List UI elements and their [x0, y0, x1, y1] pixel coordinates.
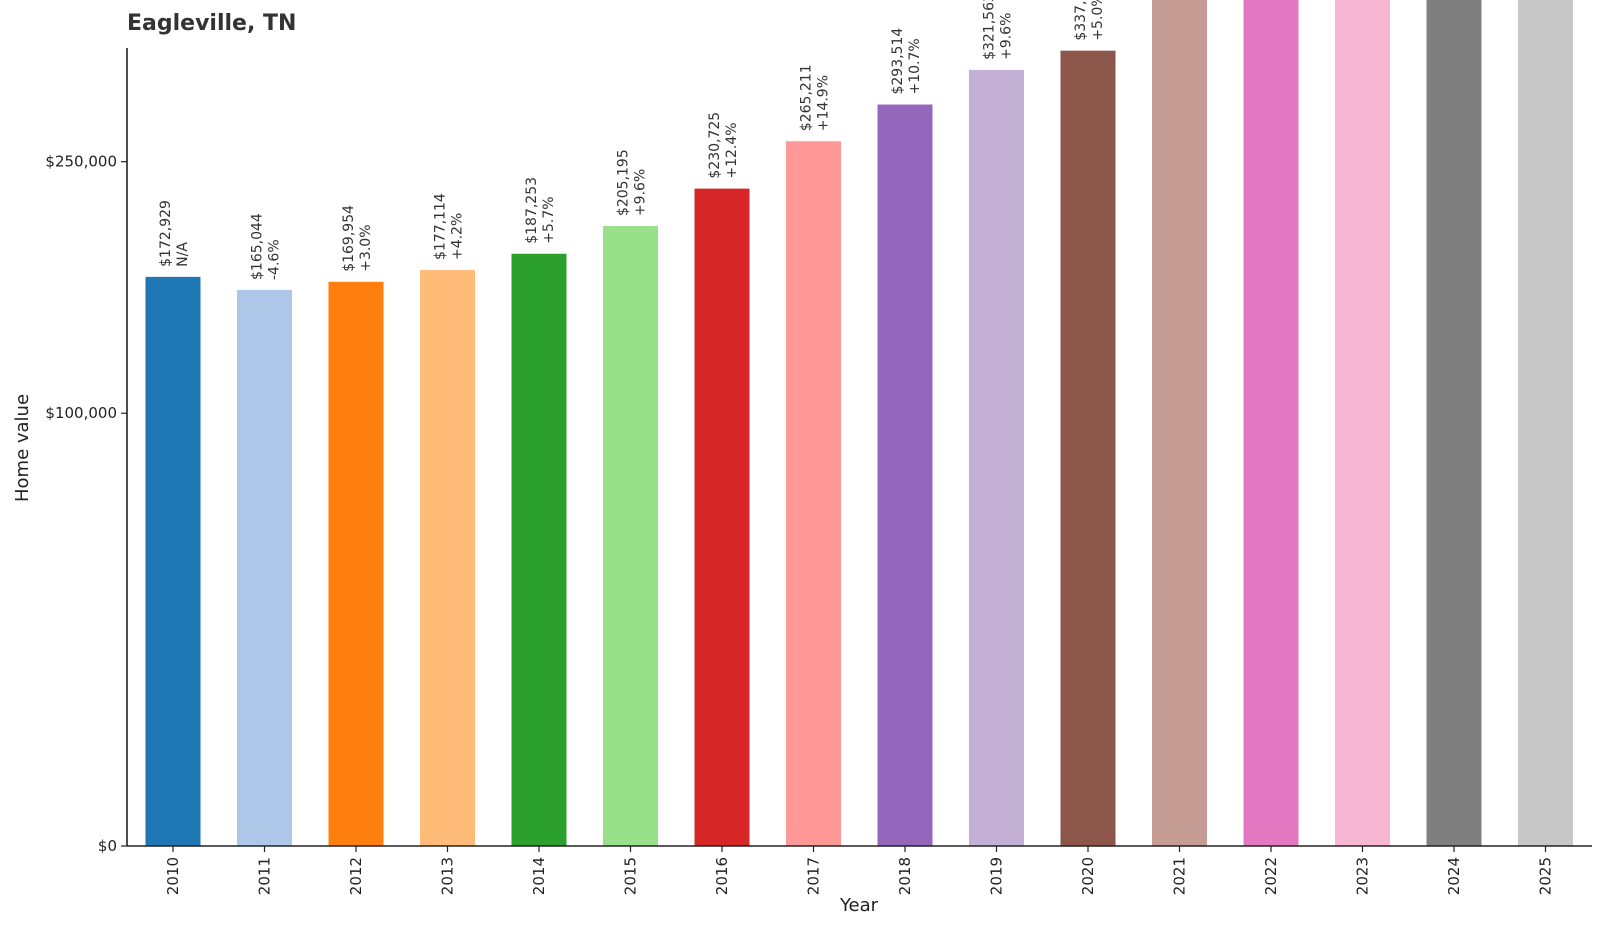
- bar-2011: [237, 290, 292, 846]
- x-tick-label-2017: 2017: [805, 857, 823, 895]
- bar-value-label-2016: $230,725+12.4%: [707, 112, 740, 179]
- bar-value-label-2013: $177,114+4.2%: [433, 193, 466, 260]
- x-tick-label-2024: 2024: [1445, 857, 1463, 895]
- x-tick-label-2022: 2022: [1262, 857, 1280, 895]
- x-tick-label-2010: 2010: [164, 857, 182, 895]
- bar-2022: [1243, 0, 1299, 847]
- y-axis: $0$100,000$250,000$500,000: [45, 48, 128, 855]
- x-tick-label-2016: 2016: [713, 857, 731, 895]
- bar-2023: [1335, 0, 1390, 846]
- bar-2025: [1518, 0, 1573, 846]
- x-tick-label-2011: 2011: [256, 857, 274, 895]
- chart-title: Eagleville, TN: [127, 11, 296, 36]
- bar-2014: [511, 253, 567, 846]
- bar-value-label-2020: $337,707+5.0%: [1073, 0, 1106, 41]
- x-axis: 2010 2011 2012 2013 2014 2015 2016 2017 2018 2019…: [127, 845, 1592, 895]
- bar-value-label-2017: $265,211+14.9%: [799, 64, 832, 131]
- x-tick-label-2020: 2020: [1079, 857, 1097, 895]
- x-tick-label-2018: 2018: [896, 857, 914, 895]
- bar-2010: [145, 276, 201, 846]
- y-tick-label-0: $0: [98, 837, 117, 855]
- bar-2019: [969, 69, 1024, 846]
- bar-2015: [603, 226, 658, 847]
- bar-value-label-2018: $293,514+10.7%: [890, 28, 923, 95]
- bar-value-label-2019: $321,563+9.6%: [982, 0, 1015, 60]
- bar-2016: [694, 188, 750, 847]
- bar-2024: [1426, 0, 1482, 846]
- x-tick-label-2019: 2019: [988, 857, 1006, 895]
- y-tick-label-1: $100,000: [45, 404, 117, 422]
- bar-value-label-2011: $165,044-4.6%: [250, 213, 283, 280]
- bar-2013: [420, 270, 475, 846]
- x-tick-label-2015: 2015: [622, 857, 640, 895]
- bars-layer: [145, 0, 1573, 847]
- y-axis-label: Home value: [12, 394, 33, 502]
- bar-2012: [328, 281, 384, 846]
- bar-value-label-2014: $187,253+5.7%: [524, 177, 557, 244]
- bar-value-label-2015: $205,195+9.6%: [616, 149, 649, 216]
- x-tick-label-2014: 2014: [530, 857, 548, 895]
- x-tick-label-2025: 2025: [1537, 857, 1555, 895]
- x-tick-label-2021: 2021: [1171, 857, 1189, 895]
- bar-2021: [1152, 0, 1207, 847]
- x-tick-label-2012: 2012: [347, 857, 365, 895]
- y-tick-label-2: $250,000: [45, 153, 117, 171]
- bar-value-label-2012: $169,954+3.0%: [341, 205, 374, 272]
- bar-2020: [1060, 50, 1116, 847]
- bar-2018: [877, 104, 933, 846]
- bar-2017: [786, 141, 841, 846]
- bar-labels-layer: $172,929N/A $165,044-4.6% $169,954+3.0% $17…: [158, 0, 1106, 280]
- x-tick-label-2023: 2023: [1354, 857, 1372, 895]
- x-axis-label: Year: [839, 895, 879, 916]
- bar-value-label-2010: $172,929N/A: [158, 200, 191, 267]
- x-tick-label-2013: 2013: [439, 857, 457, 895]
